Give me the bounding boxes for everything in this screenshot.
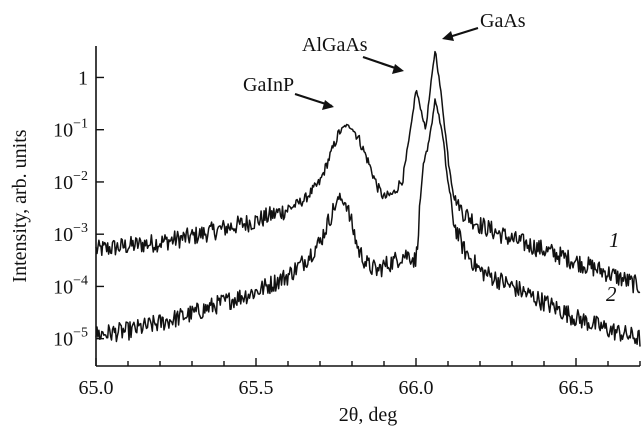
annotation-algaas: AlGaAs [302, 34, 368, 56]
series-1-label: 1 [609, 228, 620, 252]
arrowhead-gainp [322, 100, 334, 110]
series-1-line [95, 50, 641, 294]
y-tick-label: 10−3 [53, 221, 88, 246]
series-2-line [95, 98, 641, 347]
y-tick-label: 10−2 [53, 169, 88, 194]
x-tick-label: 65.0 [79, 377, 114, 399]
x-tick-label: 66.0 [399, 377, 434, 399]
x-tick-label: 66.5 [559, 377, 594, 399]
plot-area [95, 50, 641, 347]
annotation-gaas: GaAs [480, 10, 526, 32]
y-axis-title: Intensity, arb. units [9, 129, 31, 282]
arrowhead-algaas [392, 64, 404, 74]
x-tick-label: 65.5 [239, 377, 274, 399]
y-tick-label: 10−4 [53, 273, 88, 298]
y-tick-label: 1 [78, 67, 88, 89]
x-axis-ticks: 65.0 65.5 66.0 66.5 [79, 358, 641, 399]
x-axis-title: 2θ, deg [339, 404, 397, 426]
y-tick-label: 10−1 [53, 117, 88, 142]
y-tick-label: 10−5 [53, 326, 88, 351]
arrowhead-gaas [442, 31, 454, 41]
series-2-label: 2 [606, 282, 617, 306]
annotation-gainp: GaInP [243, 74, 294, 96]
